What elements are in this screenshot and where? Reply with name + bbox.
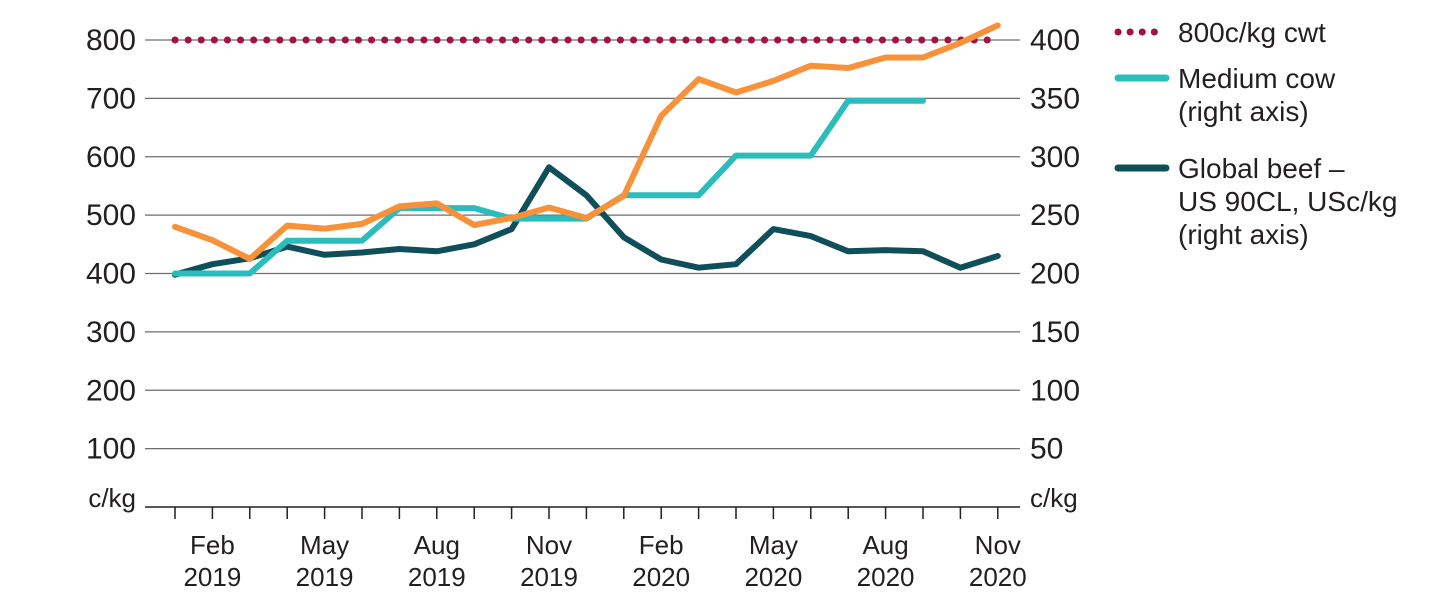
series-layer <box>171 22 1002 278</box>
series-line-2 <box>172 97 926 277</box>
series-line-3 <box>172 164 1001 278</box>
x-tick-label-month: Aug <box>862 530 908 560</box>
right-tick-label: 250 <box>1030 199 1080 232</box>
left-axis-ticks: 100 200 300 400 500 600 700 800 <box>86 24 136 466</box>
legend-label: (right axis) <box>1178 96 1309 127</box>
left-tick-label: 500 <box>86 199 136 232</box>
left-axis-unit: c/kg <box>88 483 136 513</box>
right-axis-unit: c/kg <box>1030 483 1078 513</box>
x-tick-label-month: May <box>749 530 798 560</box>
x-tick-label-month: Aug <box>414 530 460 560</box>
legend-label: 800c/kg cwt <box>1178 17 1326 48</box>
x-tick-label-year: 2019 <box>183 562 241 592</box>
right-tick-label: 300 <box>1030 141 1080 174</box>
right-tick-label: 350 <box>1030 82 1080 115</box>
series-line-1 <box>172 22 1001 262</box>
x-tick-label-year: 2019 <box>296 562 354 592</box>
left-tick-label: 700 <box>86 82 136 115</box>
x-tick-label-year: 2020 <box>857 562 915 592</box>
x-tick-label-month: Feb <box>190 530 235 560</box>
left-tick-label: 600 <box>86 141 136 174</box>
x-tick-label-year: 2019 <box>408 562 466 592</box>
right-tick-label: 150 <box>1030 316 1080 349</box>
x-tick-label-year: 2020 <box>632 562 690 592</box>
legend-label: Global beef – <box>1178 153 1345 184</box>
right-axis-ticks: 50 100 150 200 250 300 350 400 <box>1030 24 1080 466</box>
legend-label: US 90CL, USc/kg <box>1178 186 1397 217</box>
x-tick-label-month: May <box>300 530 349 560</box>
left-tick-label: 400 <box>86 258 136 291</box>
left-tick-label: 800 <box>86 24 136 57</box>
x-tick-label-year: 2020 <box>744 562 802 592</box>
legend-label: (right axis) <box>1178 219 1309 250</box>
right-tick-label: 200 <box>1030 258 1080 291</box>
left-tick-label: 100 <box>86 433 136 466</box>
left-tick-label: 300 <box>86 316 136 349</box>
x-tick-label-year: 2020 <box>969 562 1027 592</box>
x-tick-label-month: Feb <box>639 530 684 560</box>
legend-label: Medium cow <box>1178 63 1336 94</box>
right-tick-label: 400 <box>1030 24 1080 57</box>
x-tick-label-month: Nov <box>526 530 572 560</box>
right-tick-label: 100 <box>1030 374 1080 407</box>
x-axis: Feb2019May2019Aug2019Nov2019Feb2020May20… <box>145 506 1027 592</box>
left-tick-label: 200 <box>86 374 136 407</box>
x-tick-label-year: 2019 <box>520 562 578 592</box>
x-tick-label-month: Nov <box>975 530 1021 560</box>
right-tick-label: 50 <box>1030 433 1063 466</box>
